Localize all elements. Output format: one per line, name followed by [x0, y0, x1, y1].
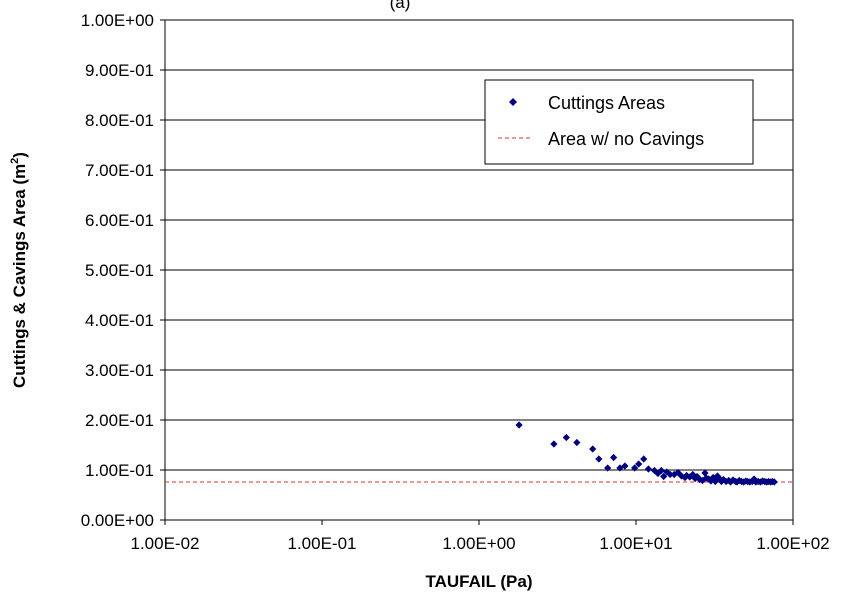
data-point [515, 421, 523, 429]
data-point [644, 465, 653, 473]
data-point [631, 464, 639, 472]
data-point [698, 476, 707, 485]
data-point [616, 464, 624, 472]
data-point [693, 472, 701, 481]
data-point [663, 468, 671, 476]
y-tick-label: 7.00E-01 [85, 161, 154, 180]
y-tick-label: 1.00E-01 [85, 461, 154, 480]
data-point [750, 475, 758, 483]
y-tick-label: 8.00E-01 [85, 111, 154, 130]
data-point [610, 453, 618, 462]
y-axis-title-main: Cuttings & Cavings Area (m [10, 164, 29, 388]
x-tick-label: 1.00E+02 [756, 534, 829, 553]
grid-lines [165, 69, 793, 471]
data-point [719, 475, 727, 484]
data-point [696, 475, 704, 484]
data-point [573, 438, 581, 447]
data-point [604, 464, 612, 472]
data-point [713, 472, 722, 480]
data-point [707, 477, 715, 485]
y-tick-label: 3.00E-01 [85, 361, 154, 380]
data-point [689, 470, 697, 479]
data-point [640, 455, 648, 463]
legend-label-cuttings-areas: Cuttings Areas [548, 93, 665, 113]
data-point [635, 460, 643, 468]
legend-label-area-no-cavings: Area w/ no Cavings [548, 129, 704, 149]
data-point [589, 445, 597, 453]
y-tick-label: 1.00E+00 [81, 11, 154, 30]
data-point [666, 470, 674, 479]
legend-item-area-no-cavings: Area w/ no Cavings [498, 129, 704, 149]
x-tick-label: 1.00E-02 [131, 534, 200, 553]
data-point [770, 478, 778, 486]
data-point [701, 469, 709, 477]
chart-title-group: (a) [390, 0, 411, 12]
y-tick-label: 0.00E+00 [81, 511, 154, 530]
legend: Cuttings Areas Area w/ no Cavings [484, 79, 754, 165]
y-tick-label: 4.00E-01 [85, 311, 154, 330]
series-layer [165, 421, 793, 486]
y-tick-label: 2.00E-01 [85, 411, 154, 430]
y-axis-title-superscript: 2 [9, 158, 21, 164]
x-axis-title: TAUFAIL (Pa) [425, 572, 532, 591]
data-point [691, 474, 699, 483]
data-point [654, 469, 662, 478]
y-axis-ticks: 0.00E+00 1.00E-01 2.00E-01 3.00E-01 4.00E-01… [81, 11, 165, 530]
y-tick-label: 6.00E-01 [85, 211, 154, 230]
x-tick-label: 1.00E-01 [288, 534, 357, 553]
data-point [595, 455, 603, 463]
y-tick-label: 5.00E-01 [85, 261, 154, 280]
data-point [711, 477, 719, 486]
y-axis-title-close: ) [10, 152, 29, 158]
y-axis-title: Cuttings & Cavings Area (m2) [9, 152, 29, 388]
legend-diamond-marker [509, 98, 517, 106]
x-tick-label: 1.00E+01 [599, 534, 672, 553]
x-axis-ticks: 1.00E-02 1.00E-01 1.00E+00 1.00E+01 1.00E+02 [131, 520, 830, 553]
y-tick-label: 9.00E-01 [85, 61, 154, 80]
data-point [621, 462, 629, 470]
legend-item-cuttings-areas: Cuttings Areas [509, 93, 665, 113]
data-point [660, 472, 668, 481]
chart-title: (a) [390, 0, 411, 12]
data-point [657, 466, 665, 475]
x-tick-label: 1.00E+00 [442, 534, 515, 553]
data-point [562, 433, 570, 442]
data-point [550, 440, 558, 448]
legend-box [484, 79, 754, 165]
